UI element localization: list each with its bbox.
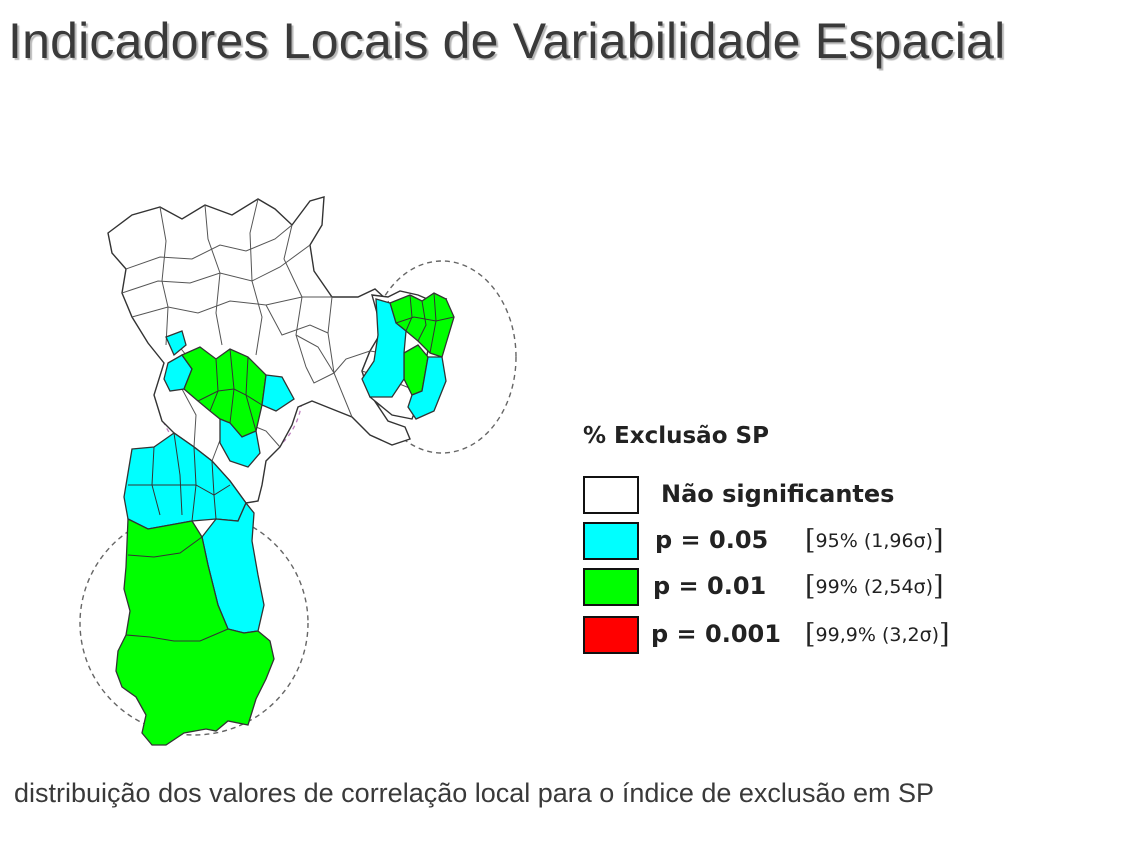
region-p05-center-east [261,374,295,412]
legend-confidence: [95% (1,96σ)] [805,525,944,556]
region-p05-east-south [407,356,447,420]
region-p05-center-south [219,418,261,468]
map-caption: distribuição dos valores de correlação l… [14,778,935,808]
legend-swatch-white [583,476,639,514]
page-title: Indicadores Locais de Variabilidade Espa… [8,13,1006,69]
legend-confidence: [99% (2,54σ)] [805,571,944,602]
legend-label: p = 0.05 [655,526,769,554]
legend-swatch-cyan [583,522,639,560]
legend-label: p = 0.001 [651,620,781,648]
cluster-circle-east [367,260,517,454]
legend-confidence: [99,9% (3,2σ)] [805,619,950,650]
region-p05-center-north [165,330,187,357]
legend-title: % Exclusão SP [583,423,769,449]
region-p05-east-west [361,298,407,398]
legend-swatch-green [583,568,639,606]
sao-paulo-lisa-map [79,196,517,746]
legend-label: p = 0.01 [653,572,767,600]
region-p01-south [115,517,275,746]
district-line-south [125,628,229,642]
legend-label: Não significantes [661,480,895,508]
region-not-significant-north [107,196,411,504]
legend-swatch-red [583,616,639,654]
district-line-south-2 [127,536,203,558]
